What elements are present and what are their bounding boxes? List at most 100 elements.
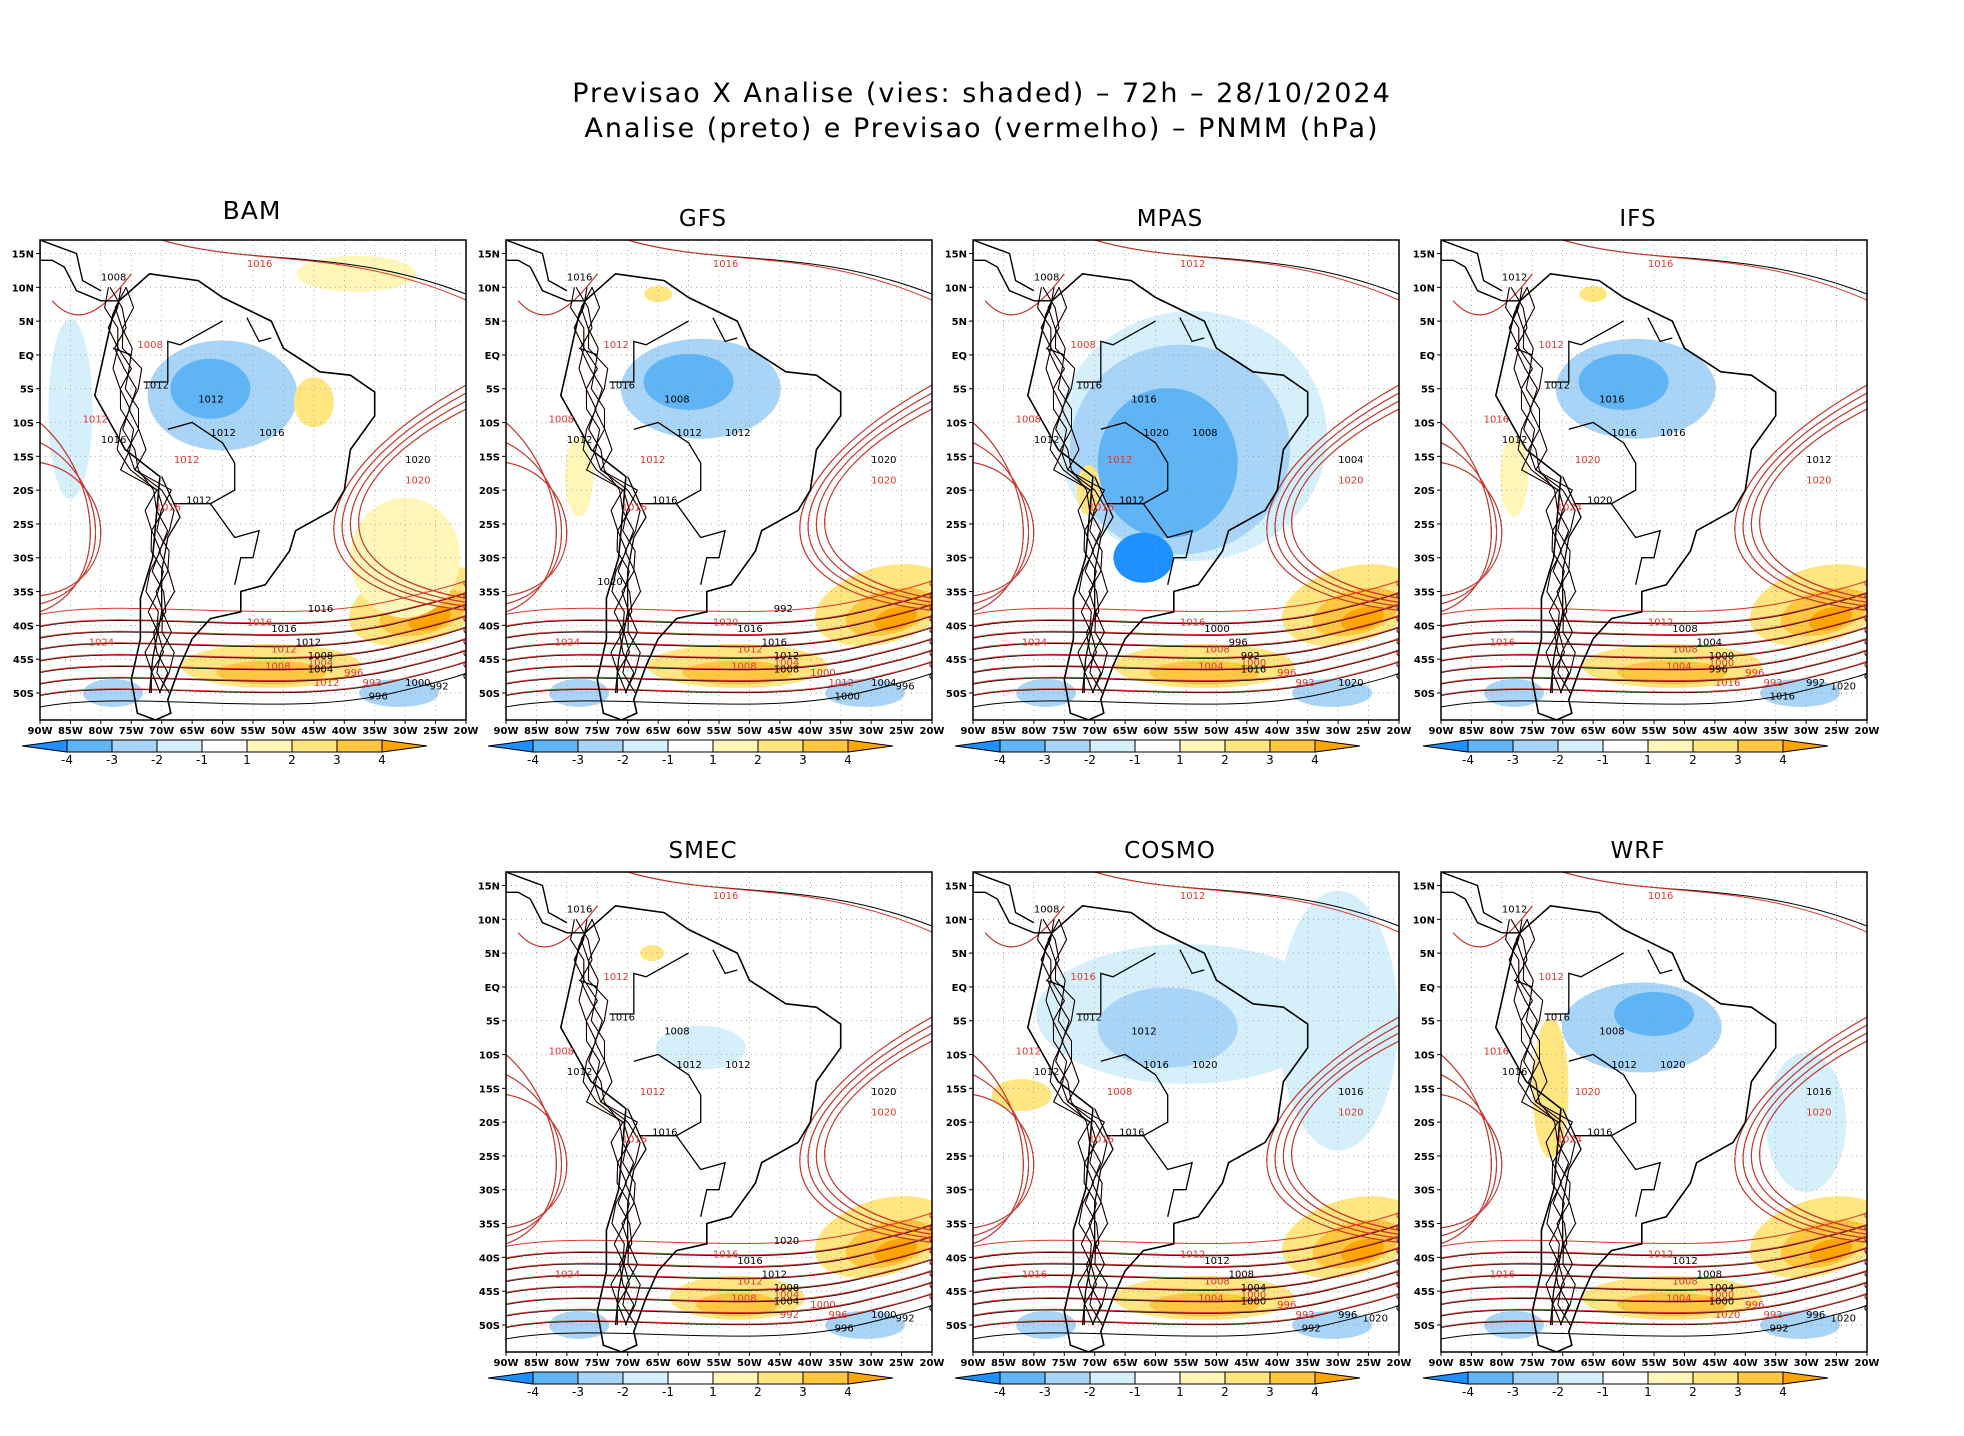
analysis-isobar: [506, 615, 932, 651]
forecast-contour-label: 1008: [1204, 1276, 1229, 1287]
lat-tick-label: 5N: [1420, 949, 1435, 960]
analysis-contour-label: 996: [1229, 638, 1248, 649]
lat-tick-label: 10S: [13, 419, 34, 430]
country-border: [1549, 1108, 1582, 1326]
analysis-isobar: [1441, 638, 1867, 674]
forecast-contour-label: 1012: [314, 678, 339, 689]
forecast-isobar: [1441, 1292, 1867, 1328]
forecast-contour-label: 1000: [810, 1300, 835, 1311]
colorbar-label: 3: [333, 753, 341, 767]
lon-tick-label: 70W: [1550, 726, 1575, 737]
analysis-contour-label: 1004: [1241, 1283, 1266, 1294]
lon-tick-label: 40W: [1265, 726, 1290, 737]
lon-tick-label: 75W: [585, 726, 610, 737]
lon-tick-label: 30W: [859, 726, 884, 737]
analysis-contour-label: 1016: [737, 1256, 762, 1267]
lon-tick-label: 90W: [28, 726, 53, 737]
lon-tick-label: 60W: [676, 726, 701, 737]
lat-tick-label: 5N: [952, 317, 967, 328]
analysis-contour-label: 992: [1241, 651, 1260, 662]
forecast-contour-label: 1020: [713, 617, 738, 628]
analysis-isobar: [506, 603, 932, 639]
lon-tick-label: 65W: [1113, 1358, 1138, 1369]
forecast-contour-label: 1016: [1070, 972, 1095, 983]
forecast-contour-label: 1016: [622, 502, 647, 513]
colorbar-swatch: [1782, 739, 1829, 753]
map-canvas: 1008101210121016101210161020101610121008…: [945, 871, 1411, 1369]
forecast-contour-label: 1008: [1070, 340, 1095, 351]
analysis-contour-label: 992: [430, 682, 449, 693]
forecast-isobar: [973, 1258, 1399, 1293]
bias-negative-area: [549, 1310, 610, 1339]
forecast-isobar: [506, 1094, 568, 1229]
analysis-contour-label: 996: [1709, 665, 1728, 676]
analysis-isobar: [573, 287, 631, 693]
forecast-contour-label: 1020: [1715, 1310, 1740, 1321]
lat-tick-label: 25S: [479, 520, 500, 531]
lat-tick-label: 10S: [479, 419, 500, 430]
analysis-contour-label: 1008: [1229, 1270, 1254, 1281]
lat-tick-label: 30S: [479, 1186, 500, 1197]
analysis-contour-label: 1000: [1204, 624, 1229, 635]
colorbar-swatch: [1467, 739, 1514, 753]
forecast-isobar: [824, 408, 932, 599]
forecast-isobar: [506, 637, 932, 673]
bias-negative-area: [1484, 1310, 1545, 1339]
lat-tick-label: 5S: [1421, 1017, 1435, 1028]
lat-tick-label: EQ: [19, 351, 34, 362]
lon-tick-label: 55W: [241, 726, 266, 737]
analysis-contour-label: 1016: [567, 905, 592, 916]
colorbar: -4 -3 -2 -1 1 2 3 4: [945, 1366, 1405, 1416]
lat-tick-label: 35S: [13, 588, 34, 599]
lat-tick-label: 40S: [479, 621, 500, 632]
model-panel-cosmo: COSMO 1008 1012 1012 1016 1012 1016 1020 1016 101…: [935, 830, 1412, 1430]
analysis-isobar: [973, 1224, 1399, 1260]
lat-tick-label: 50S: [1414, 689, 1435, 700]
bias-positive-area: [644, 286, 673, 303]
colorbar-swatch: [1314, 1371, 1361, 1385]
analysis-contour-label: 1020: [1587, 496, 1612, 507]
analysis-contour-label: 1004: [1709, 1283, 1734, 1294]
forecast-isobar: [824, 1040, 932, 1231]
forecast-isobar: [973, 462, 1035, 597]
colorbar-swatch: [1044, 1371, 1091, 1385]
bias-positive-area: [1149, 1292, 1260, 1317]
colorbar-swatch: [1179, 739, 1226, 753]
analysis-contour-label: 996: [835, 1324, 854, 1335]
lon-tick-label: 45W: [1702, 1358, 1727, 1369]
lon-tick-label: 20W: [1855, 726, 1880, 737]
colorbar-label: -4: [527, 753, 539, 767]
lat-tick-label: 5N: [485, 949, 500, 960]
forecast-isobar: [1734, 1016, 1867, 1243]
lat-tick-label: 30S: [13, 554, 34, 565]
colorbar-swatch: [1224, 739, 1271, 753]
analysis-isobar: [506, 1224, 932, 1260]
analysis-contour-label: 1020: [597, 577, 622, 588]
analysis-contour-label: 1012: [774, 651, 799, 662]
lat-tick-label: 10S: [479, 1051, 500, 1062]
map-canvas: 1008101210161020101610121008100410009969…: [945, 239, 1411, 737]
forecast-contour-label: 1016: [1490, 1270, 1515, 1281]
lat-tick-label: 20S: [946, 1118, 967, 1129]
lat-tick-label: 25S: [479, 1152, 500, 1163]
central-america-coastline: [973, 240, 1053, 302]
forecast-isobar: [506, 1074, 562, 1237]
lat-tick-label: 35S: [946, 1220, 967, 1231]
forecast-contour-label: 1012: [640, 455, 665, 466]
model-panel-ifs: IFS 1012 1012 1016 1016 1012 1020 1016 1012 1008 1…: [1403, 198, 1880, 798]
map-canvas: 1016101210081012101610161012102010161012…: [478, 871, 944, 1369]
analysis-contour-label: 1020: [1660, 1060, 1685, 1071]
colorbar-label: 1: [243, 753, 251, 767]
lon-tick-label: 40W: [1733, 726, 1758, 737]
bias-negative-area: [655, 1025, 746, 1070]
forecast-isobar: [1452, 905, 1533, 948]
colorbar: -4 -3 -2 -1 1 2 3 4: [1413, 734, 1873, 784]
analysis-isobar: [1441, 649, 1867, 685]
forecast-contour-label: 1016: [1089, 502, 1114, 513]
forecast-contour-label: 1008: [1672, 1276, 1697, 1287]
analysis-isobar: [973, 638, 1399, 674]
lat-tick-label: 10N: [1413, 915, 1435, 926]
lat-tick-label: 10S: [946, 419, 967, 430]
south-america-coastline: [1494, 272, 1777, 720]
colorbar-label: -2: [617, 753, 629, 767]
